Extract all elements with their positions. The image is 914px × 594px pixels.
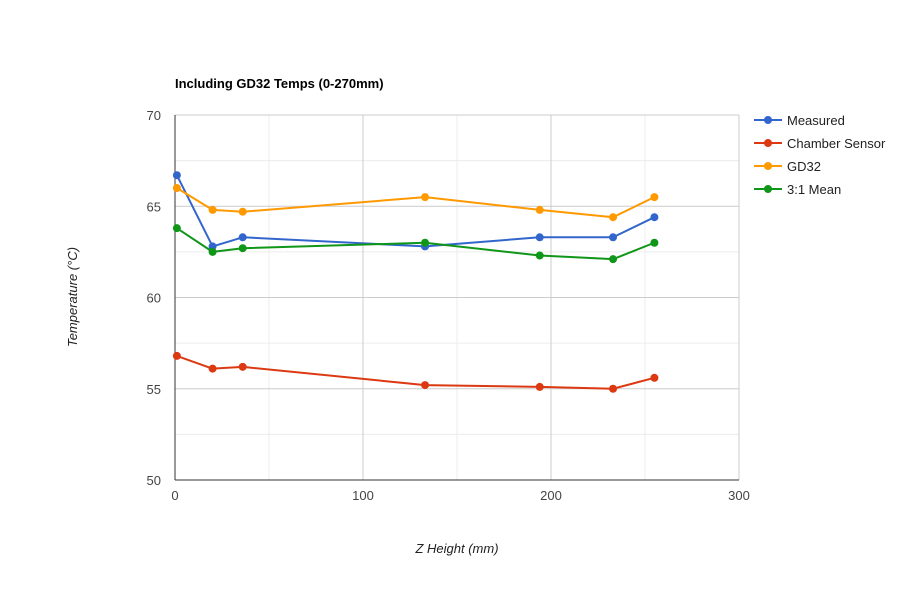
data-point-measured	[172, 171, 181, 180]
data-point-gd32	[535, 205, 544, 214]
data-point-measured	[238, 233, 247, 242]
data-point-chamber-sensor	[208, 364, 217, 373]
data-point-3-1-mean	[421, 238, 430, 247]
series-chamber-sensor	[172, 351, 659, 393]
data-point-gd32	[650, 193, 659, 202]
x-tick-label: 0	[171, 488, 178, 503]
data-point-chamber-sensor	[172, 351, 181, 360]
gridlines	[174, 114, 740, 481]
data-point-gd32	[208, 205, 217, 214]
y-tick-label: 60	[147, 291, 161, 306]
series-line-3-1-mean	[176, 227, 655, 261]
y-tick-label: 50	[147, 473, 161, 488]
legend-label: Measured	[787, 113, 845, 128]
data-point-3-1-mean	[535, 251, 544, 260]
y-tick-label: 65	[147, 199, 161, 214]
x-tick-label: 300	[728, 488, 750, 503]
data-point-chamber-sensor	[650, 373, 659, 382]
series-3-1-mean	[172, 224, 659, 264]
data-point-3-1-mean	[650, 238, 659, 247]
legend-item-chamber-sensor: Chamber Sensor	[754, 136, 886, 151]
series-group	[172, 171, 659, 393]
data-point-measured	[535, 233, 544, 242]
data-point-chamber-sensor	[609, 384, 618, 393]
x-tick-label: 200	[540, 488, 562, 503]
data-point-gd32	[238, 207, 247, 216]
data-point-gd32	[172, 184, 181, 192]
legend-label: GD32	[787, 159, 821, 174]
series-line-chamber-sensor	[176, 354, 655, 390]
data-point-gd32	[421, 193, 430, 202]
y-axis-title: Temperature (°C)	[65, 247, 80, 347]
legend-label: 3:1 Mean	[787, 182, 841, 197]
data-point-measured	[208, 242, 217, 251]
x-axis-title: Z Height (mm)	[414, 541, 498, 556]
axes: 50 55 60 65 70 0 100 200 300	[147, 108, 750, 503]
legend-item-3-1-mean: 3:1 Mean	[754, 182, 841, 197]
data-point-gd32	[609, 213, 618, 222]
y-tick-label: 70	[147, 108, 161, 123]
data-point-3-1-mean	[238, 244, 247, 253]
data-point-3-1-mean	[208, 247, 217, 256]
legend-swatch-marker	[764, 139, 772, 147]
series-gd32	[172, 184, 659, 222]
data-point-chamber-sensor	[238, 362, 247, 371]
y-tick-label: 55	[147, 382, 161, 397]
data-point-3-1-mean	[609, 255, 618, 264]
data-point-3-1-mean	[172, 224, 181, 233]
x-tick-label: 100	[352, 488, 374, 503]
legend-swatch-marker	[764, 116, 772, 124]
chart-title: Including GD32 Temps (0-270mm)	[175, 76, 384, 91]
legend-item-gd32: GD32	[754, 159, 821, 174]
data-point-measured	[609, 233, 618, 242]
data-point-chamber-sensor	[535, 382, 544, 391]
data-point-chamber-sensor	[421, 381, 430, 390]
legend: Measured Chamber Sensor GD32 3:1 Mean	[754, 113, 886, 197]
series-line-gd32	[176, 187, 655, 219]
legend-item-measured: Measured	[754, 113, 845, 128]
data-point-measured	[650, 213, 659, 222]
legend-label: Chamber Sensor	[787, 136, 886, 151]
legend-swatch-marker	[764, 162, 772, 170]
legend-swatch-marker	[764, 185, 772, 193]
